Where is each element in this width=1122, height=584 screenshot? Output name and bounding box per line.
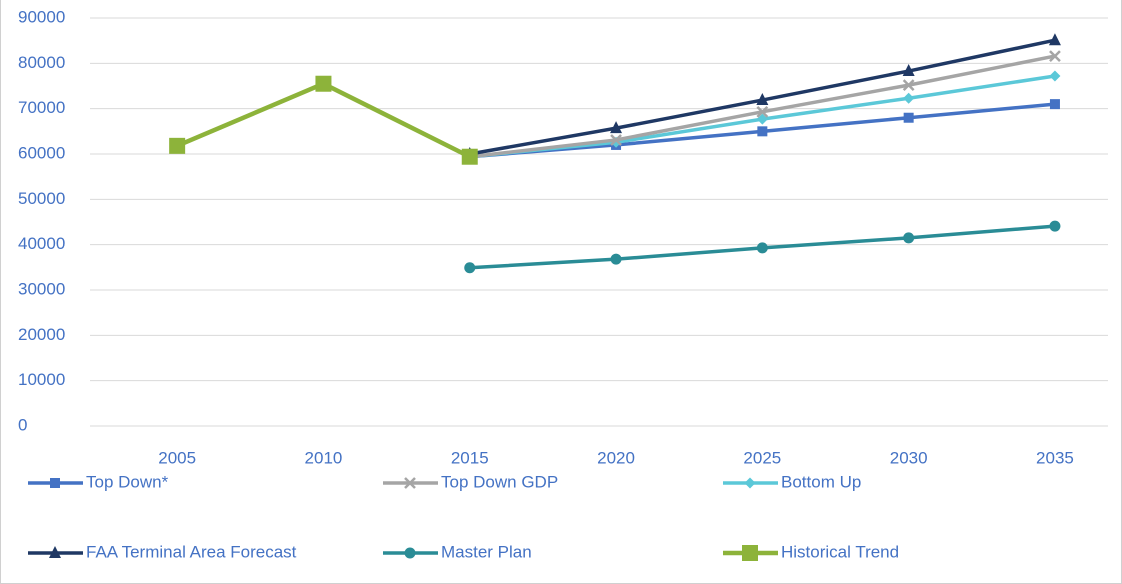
legend-marker	[744, 477, 756, 489]
marker	[461, 148, 478, 165]
marker	[1049, 99, 1060, 110]
y-tick-label: 30000	[18, 279, 65, 298]
y-tick-label: 70000	[18, 98, 65, 117]
y-tick-label: 80000	[18, 53, 65, 72]
marker	[1049, 50, 1061, 62]
marker	[1048, 33, 1061, 46]
y-tick-label: 90000	[18, 7, 65, 26]
marker	[903, 232, 915, 244]
y-tick-label: 50000	[18, 189, 65, 208]
marker	[756, 105, 769, 118]
legend-marker	[404, 547, 416, 559]
marker	[756, 93, 769, 106]
x-tick-label: 2010	[305, 448, 343, 467]
y-tick-label: 20000	[18, 325, 65, 344]
legend-label: FAA Terminal Area Forecast	[86, 542, 297, 561]
marker	[610, 253, 622, 265]
x-tick-label: 2005	[158, 448, 196, 467]
x-tick-label: 2020	[597, 448, 635, 467]
marker	[610, 134, 622, 146]
marker	[903, 112, 914, 123]
marker	[757, 126, 768, 137]
series-line	[176, 81, 471, 159]
legend-label: Bottom Up	[781, 472, 861, 491]
legend-marker	[50, 478, 60, 488]
marker	[756, 242, 768, 254]
marker	[902, 64, 915, 77]
y-tick-label: 40000	[18, 234, 65, 253]
marker	[464, 262, 476, 274]
legend-marker	[49, 546, 61, 558]
y-tick-label: 0	[18, 415, 27, 434]
legend-marker	[404, 477, 416, 489]
y-tick-label: 60000	[18, 143, 65, 162]
series-line	[469, 54, 1056, 159]
x-tick-label: 2030	[890, 448, 928, 467]
x-tick-label: 2025	[743, 448, 781, 467]
marker	[1049, 220, 1061, 232]
marker	[1049, 70, 1061, 82]
legend-label: Top Down*	[86, 472, 169, 491]
legend-label: Master Plan	[441, 542, 532, 561]
marker	[902, 79, 915, 91]
marker	[315, 75, 332, 92]
marker	[610, 121, 623, 134]
x-tick-label: 2015	[451, 448, 489, 467]
y-tick-label: 10000	[18, 370, 65, 389]
x-tick-label: 2035	[1036, 448, 1074, 467]
marker	[903, 92, 915, 104]
legend-label: Historical Trend	[781, 542, 899, 561]
marker	[169, 137, 186, 154]
legend-marker	[742, 545, 758, 561]
legend-label: Top Down GDP	[441, 472, 558, 491]
